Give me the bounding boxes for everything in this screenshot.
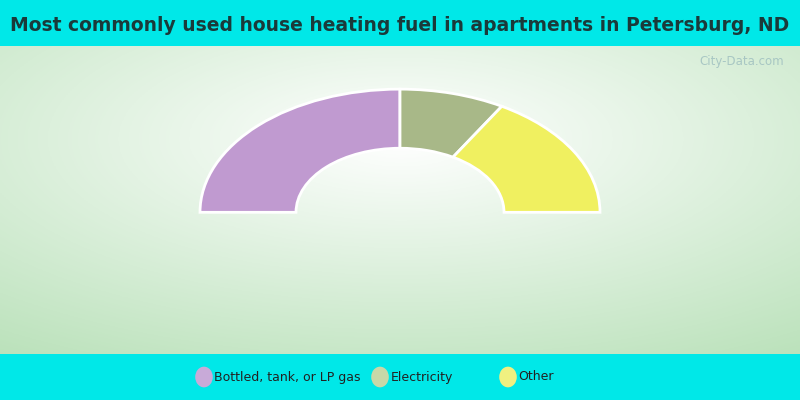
Wedge shape [200, 89, 400, 212]
Ellipse shape [499, 367, 517, 387]
Ellipse shape [195, 367, 213, 387]
Wedge shape [453, 106, 600, 212]
Text: Other: Other [518, 370, 554, 384]
Text: City-Data.com: City-Data.com [699, 55, 784, 68]
Text: Bottled, tank, or LP gas: Bottled, tank, or LP gas [214, 370, 361, 384]
Wedge shape [400, 89, 502, 157]
Text: Electricity: Electricity [390, 370, 453, 384]
Text: Most commonly used house heating fuel in apartments in Petersburg, ND: Most commonly used house heating fuel in… [10, 16, 790, 35]
Ellipse shape [371, 367, 389, 387]
